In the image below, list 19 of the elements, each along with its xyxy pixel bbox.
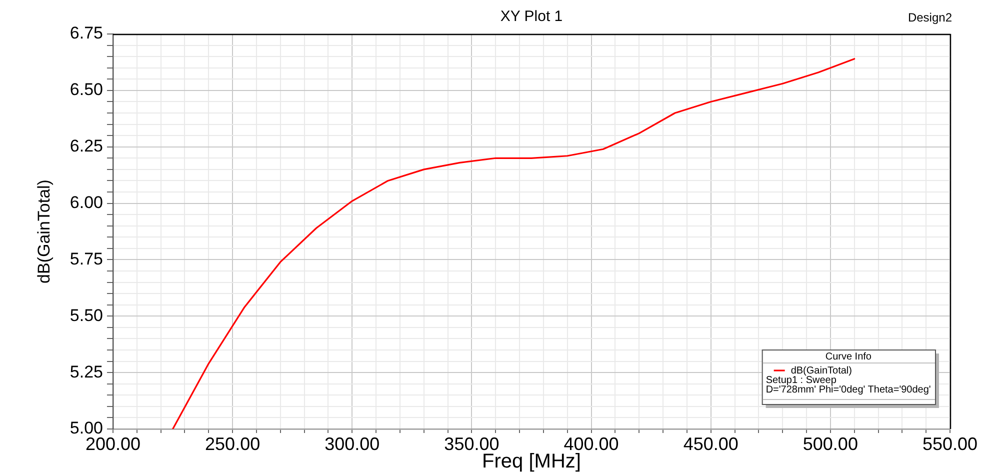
x-tick-label: 300.00 <box>324 434 380 454</box>
x-tick-label: 450.00 <box>683 434 738 454</box>
legend-label: dB(GainTotal) <box>790 365 852 376</box>
x-tick-label: 550.00 <box>922 434 978 454</box>
y-tick-label: 6.00 <box>70 192 103 212</box>
annotation: D='728mm' Phi='0deg' Theta='90deg' <box>766 384 931 396</box>
y-axis-title: dB(GainTotal) <box>34 180 54 284</box>
y-tick-label: 5.75 <box>70 249 103 268</box>
x-tick-label: 250.00 <box>205 434 260 454</box>
legend-title: Curve Info <box>825 351 872 362</box>
annotation: Setup1 : Sweep <box>766 374 837 386</box>
chart-title: XY Plot 1 <box>500 8 563 26</box>
y-tick-label: 5.50 <box>70 306 103 325</box>
y-tick-label: 6.25 <box>70 136 103 156</box>
text: Design2 <box>908 10 952 24</box>
y-tick-label: 5.25 <box>70 362 103 382</box>
y-tick-label: 6.50 <box>70 80 103 100</box>
y-tick-label: 6.75 <box>70 24 103 43</box>
x-tick-label: 500.00 <box>802 434 858 454</box>
